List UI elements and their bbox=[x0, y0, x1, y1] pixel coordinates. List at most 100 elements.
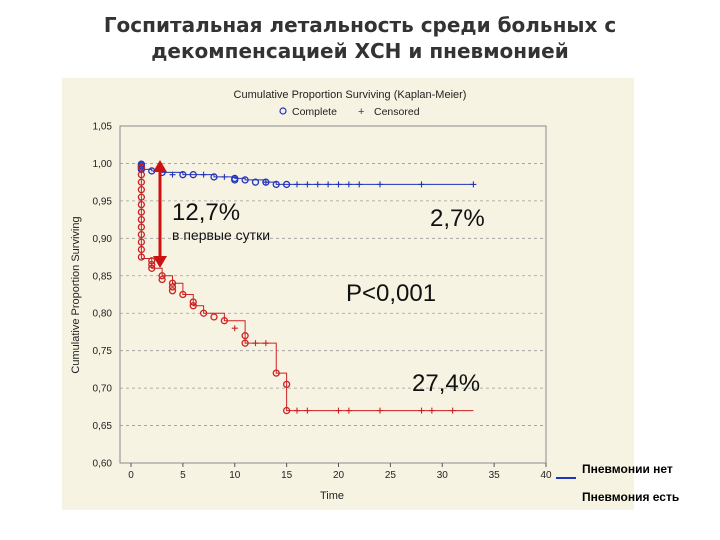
censor-marker-no-pneumonia bbox=[356, 181, 363, 188]
legend-pneumonia: Пневмония есть bbox=[582, 490, 680, 504]
censor-marker-pneumonia bbox=[428, 407, 435, 414]
censor-marker-no-pneumonia bbox=[221, 173, 228, 180]
event-marker-pneumonia bbox=[137, 171, 146, 179]
x-axis-label: Time bbox=[320, 490, 344, 502]
y-grid bbox=[120, 163, 546, 426]
censor-marker-pneumonia bbox=[345, 407, 352, 414]
event-marker-pneumonia bbox=[137, 253, 146, 261]
y-tick-label: 0,70 bbox=[93, 384, 113, 395]
event-marker-pneumonia bbox=[189, 298, 197, 306]
event-marker-pneumonia bbox=[137, 223, 146, 231]
y-tick-label: 1,00 bbox=[93, 159, 113, 170]
y-tick-label: 0,95 bbox=[93, 196, 113, 207]
event-marker-pneumonia bbox=[158, 275, 166, 284]
censor-marker-no-pneumonia bbox=[377, 181, 383, 188]
censor-marker-no-pneumonia bbox=[418, 181, 425, 188]
censor-marker-no-pneumonia bbox=[294, 181, 300, 188]
event-marker-pneumonia bbox=[282, 406, 291, 415]
x-tick-label: 10 bbox=[229, 470, 241, 481]
first-day-percent: 12,7% bbox=[172, 199, 240, 226]
slide-title-line2: декомпенсацией ХСН и пневмонией bbox=[151, 39, 569, 63]
censor-marker-pneumonia bbox=[418, 407, 425, 414]
legend-complete: Complete bbox=[292, 106, 337, 118]
event-marker-pneumonia bbox=[210, 313, 218, 321]
event-marker-no-pneumonia bbox=[282, 180, 291, 189]
arrow-head-down bbox=[153, 256, 167, 268]
event-marker-no-pneumonia bbox=[210, 173, 218, 181]
censor-marker-pneumonia bbox=[304, 407, 311, 414]
slide-title-line1: Госпитальная летальность среди больных с bbox=[103, 13, 617, 37]
x-tick-label: 40 bbox=[540, 470, 552, 481]
censor-marker-no-pneumonia bbox=[262, 179, 269, 186]
x-tick-labels: 0 5 10 15 20 25 30 35 40 bbox=[128, 463, 552, 481]
legend-censored: Censored bbox=[374, 106, 420, 118]
km-curve-pneumonia bbox=[140, 163, 474, 412]
event-marker-pneumonia bbox=[179, 290, 187, 299]
x-tick-label: 15 bbox=[281, 470, 293, 481]
plot-frame bbox=[119, 125, 547, 464]
event-marker-pneumonia bbox=[282, 380, 291, 389]
event-marker-pneumonia bbox=[168, 279, 177, 287]
censored-legend-marker: + bbox=[358, 106, 364, 118]
censor-marker-no-pneumonia bbox=[314, 181, 321, 188]
event-marker-pneumonia bbox=[137, 238, 146, 246]
complete-legend-marker bbox=[279, 107, 287, 115]
event-marker-pneumonia bbox=[137, 245, 146, 254]
x-tick-label: 25 bbox=[385, 470, 397, 481]
chart-panel bbox=[62, 78, 634, 510]
censor-marker-pneumonia bbox=[449, 407, 456, 414]
x-tick-label: 5 bbox=[180, 470, 186, 481]
event-marker-pneumonia bbox=[168, 287, 177, 295]
event-marker-pneumonia bbox=[137, 193, 146, 201]
x-tick-label: 0 bbox=[128, 470, 134, 481]
event-marker-pneumonia bbox=[137, 178, 146, 186]
event-marker-no-pneumonia bbox=[189, 171, 197, 179]
y-tick-label: 0,60 bbox=[93, 459, 113, 470]
chart-legend: Complete + Censored bbox=[279, 106, 420, 118]
event-marker-no-pneumonia bbox=[272, 180, 280, 189]
slide-title: Госпитальная летальность среди больных с… bbox=[0, 12, 720, 64]
event-marker-pneumonia bbox=[137, 208, 146, 216]
event-marker-pneumonia bbox=[220, 317, 229, 325]
censor-marker-pneumonia bbox=[294, 407, 300, 414]
event-marker-no-pneumonia bbox=[231, 176, 239, 184]
event-marker-pneumonia bbox=[158, 272, 166, 280]
y-tick-label: 0,90 bbox=[93, 234, 113, 245]
no-pneumonia-percent: 2,7% bbox=[430, 205, 485, 232]
x-tick-label: 20 bbox=[333, 470, 345, 481]
y-tick-label: 0,75 bbox=[93, 346, 113, 357]
censor-marker-pneumonia bbox=[231, 325, 238, 332]
event-marker-pneumonia bbox=[241, 332, 249, 340]
event-marker-no-pneumonia bbox=[251, 178, 260, 186]
censor-marker-no-pneumonia bbox=[470, 181, 477, 188]
chart-title: Cumulative Proportion Surviving (Kaplan-… bbox=[234, 89, 467, 101]
y-tick-label: 0,80 bbox=[93, 309, 113, 320]
censor-marker-no-pneumonia bbox=[200, 171, 207, 178]
event-marker-pneumonia bbox=[148, 257, 156, 265]
event-marker-pneumonia bbox=[199, 309, 208, 317]
x-tick-label: 30 bbox=[437, 470, 449, 481]
y-tick-label: 0,65 bbox=[93, 421, 113, 432]
event-marker-pneumonia bbox=[148, 260, 156, 269]
first-day-arrow bbox=[153, 160, 167, 268]
censor-marker-no-pneumonia bbox=[345, 181, 352, 188]
y-tick-labels: 1,05 1,00 0,95 0,90 0,85 0,80 0,75 0,70 0,65 0,60 bbox=[93, 122, 113, 470]
censor-marker-pneumonia bbox=[262, 340, 269, 347]
event-marker-pneumonia bbox=[168, 283, 177, 291]
event-marker-pneumonia bbox=[272, 369, 280, 377]
legend-no-pneumonia: Пневмонии нет bbox=[582, 462, 673, 476]
series-layer bbox=[137, 160, 477, 415]
event-marker-pneumonia bbox=[189, 302, 197, 310]
y-tick-label: 1,05 bbox=[93, 122, 113, 133]
censor-marker-no-pneumonia bbox=[335, 181, 342, 188]
event-marker-no-pneumonia bbox=[241, 176, 249, 184]
censor-marker-pneumonia bbox=[252, 340, 259, 347]
censor-marker-no-pneumonia bbox=[169, 171, 176, 178]
event-marker-pneumonia bbox=[241, 339, 249, 347]
y-tick-label: 0,85 bbox=[93, 271, 113, 282]
p-value: P<0,001 bbox=[346, 280, 436, 307]
censor-marker-no-pneumonia bbox=[304, 181, 311, 188]
event-marker-no-pneumonia bbox=[179, 171, 187, 179]
event-marker-pneumonia bbox=[137, 200, 146, 209]
